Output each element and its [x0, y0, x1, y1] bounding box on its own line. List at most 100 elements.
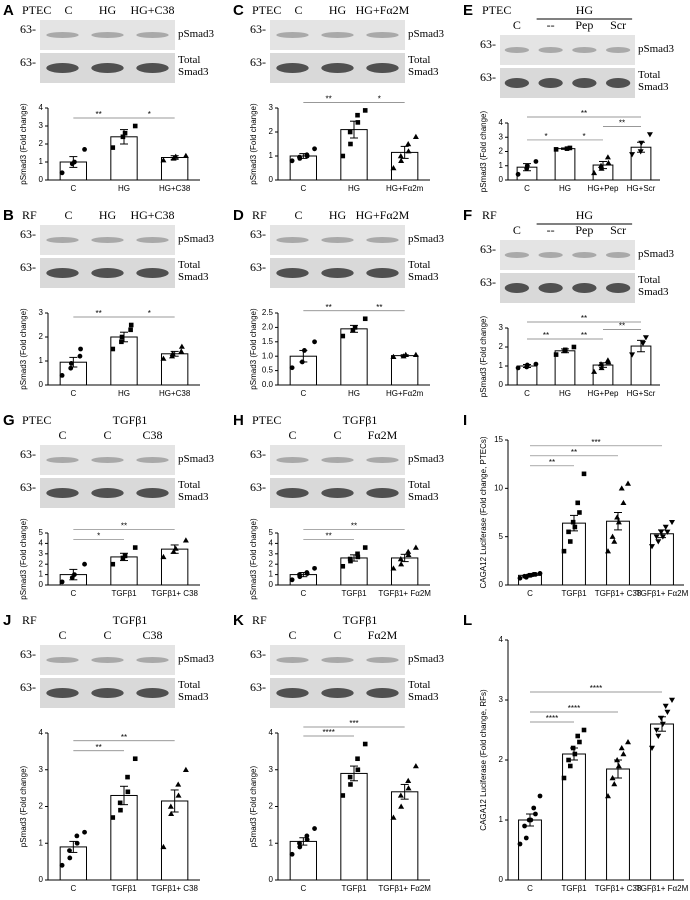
data-point — [68, 365, 74, 371]
size-marker: 63- — [250, 260, 266, 274]
blot-band — [321, 457, 354, 463]
row-label-box: Total Smad3 — [408, 259, 439, 283]
data-point — [570, 519, 576, 525]
significance-label: * — [544, 132, 547, 141]
lane-label: C — [58, 428, 66, 442]
y-tick-label: 3 — [269, 549, 274, 558]
bar — [160, 548, 189, 586]
blot-band — [91, 688, 124, 698]
significance-label: *** — [591, 438, 600, 447]
row-label: Total Smad3 — [638, 69, 669, 93]
x-tick-label: TGFβ1+ Fα2M — [378, 884, 431, 893]
data-point — [182, 766, 189, 772]
data-point — [618, 485, 625, 491]
blot-band — [572, 252, 597, 258]
y-tick-label: 2 — [39, 332, 44, 341]
x-tick-label: HG+C38 — [159, 389, 191, 398]
data-point — [564, 146, 570, 151]
panel-letter: L — [463, 612, 472, 629]
size-marker: 63- — [250, 480, 266, 494]
data-point — [575, 733, 581, 739]
x-tick-label: TGFβ1 — [561, 884, 587, 893]
data-point — [533, 361, 539, 367]
size-marker: 63- — [20, 680, 36, 694]
significance-label: * — [582, 132, 585, 141]
lane-label: HG — [99, 3, 117, 17]
row-label: Total Smad3 — [178, 479, 209, 503]
bar — [518, 819, 542, 881]
data-point — [347, 129, 353, 135]
data-point — [522, 573, 527, 579]
blot-band — [366, 268, 399, 278]
lane-label: C38 — [142, 428, 162, 442]
x-tick-label: TGFβ1+ C38 — [151, 884, 198, 893]
lane-label: C — [513, 223, 521, 237]
x-tick-label: C — [524, 184, 530, 193]
significance-label: ** — [121, 522, 127, 531]
data-point — [168, 810, 175, 817]
row-label-box: Total Smad3 — [178, 679, 209, 703]
blot-band — [276, 63, 309, 73]
y-axis-label: pSmad3 (Fold change) — [249, 103, 258, 185]
data-point — [620, 751, 627, 757]
blot-band — [366, 237, 399, 243]
data-point — [175, 781, 182, 787]
cell-label: RF — [22, 208, 37, 222]
data-point — [312, 826, 317, 831]
blot-band — [46, 32, 79, 38]
row-label: pSmad3 — [178, 233, 215, 245]
y-tick-label: 2 — [39, 559, 44, 568]
data-point — [561, 548, 567, 554]
data-point — [572, 751, 578, 757]
data-point — [537, 793, 543, 799]
x-tick-label: C — [300, 884, 306, 893]
bar — [390, 791, 419, 881]
significance-label: ** — [543, 331, 549, 340]
lane-label: HG — [329, 208, 347, 222]
data-point — [122, 553, 128, 559]
blot-strip — [40, 20, 175, 50]
data-point — [362, 741, 368, 747]
data-point — [355, 120, 361, 125]
data-point — [350, 327, 356, 333]
blot-band — [46, 457, 79, 463]
size-marker: 63- — [250, 22, 266, 36]
data-point — [340, 563, 346, 569]
x-tick-label: HG+Fα2m — [386, 184, 424, 193]
significance-label: * — [378, 95, 381, 104]
y-tick-label: 1 — [269, 151, 274, 160]
data-point — [515, 171, 521, 177]
blot-band — [366, 32, 399, 38]
blot-band — [538, 78, 563, 88]
y-tick-label: 1 — [499, 815, 504, 824]
blot-band — [276, 268, 309, 278]
lane-label: C — [294, 208, 302, 222]
y-tick-label: 3 — [269, 765, 274, 774]
size-marker: 63- — [20, 260, 36, 274]
x-tick-label: HG — [118, 184, 130, 193]
x-tick-label: TGFβ1 — [111, 589, 137, 598]
row-label: pSmad3 — [178, 653, 215, 665]
data-point — [405, 777, 412, 783]
bar — [606, 768, 630, 881]
x-tick-label: HG — [118, 389, 130, 398]
panel-letter: D — [233, 207, 244, 224]
lane-label: C — [288, 628, 296, 642]
x-tick-label: C — [524, 389, 530, 398]
row-label-box: Total Smad3 — [178, 479, 209, 503]
bar — [554, 148, 576, 181]
data-point — [553, 147, 559, 152]
data-point — [662, 703, 669, 709]
y-tick-label: 4 — [499, 118, 504, 127]
bar — [340, 557, 368, 586]
x-tick-label: C — [70, 589, 76, 598]
y-tick-label: 2 — [499, 755, 504, 764]
y-axis-label: pSmad3 (Fold change) — [479, 110, 488, 192]
blot-band — [136, 488, 169, 498]
cell-label: PTEC — [252, 3, 281, 17]
blot-strip — [270, 645, 405, 675]
blot-strip — [270, 445, 405, 475]
data-point — [669, 697, 676, 703]
row-label: pSmad3 — [178, 28, 215, 40]
x-tick-label: HG+Pep — [588, 389, 619, 398]
